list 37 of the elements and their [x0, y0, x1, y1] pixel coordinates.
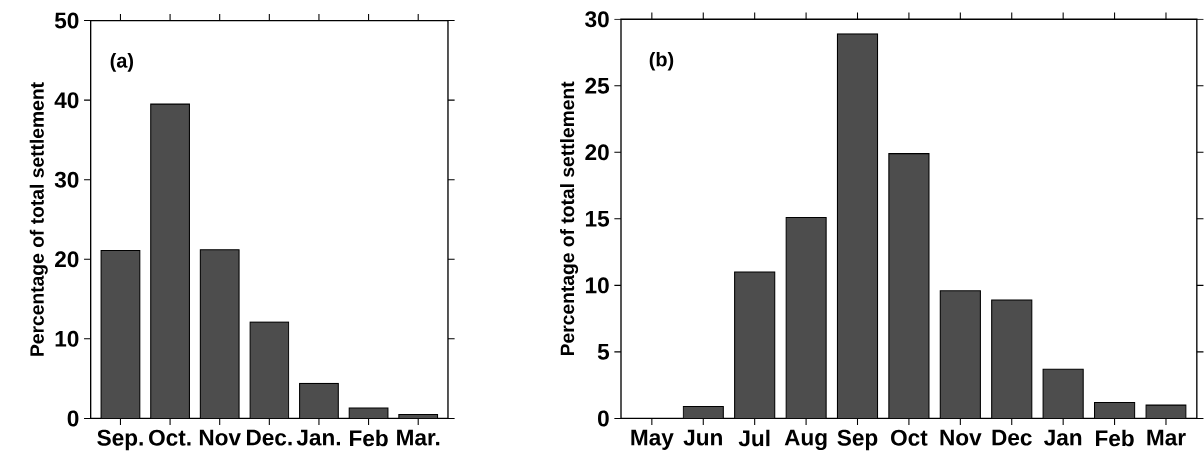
x-tick-label: Jan.	[296, 429, 340, 446]
x-tick-label: May	[631, 429, 674, 450]
y-tick-label: 20	[55, 251, 79, 268]
annotation: (a)	[110, 53, 134, 72]
y-tick-label: 0	[67, 410, 79, 427]
x-tick-label: Dec	[992, 429, 1032, 446]
y-tick-label: 15	[585, 210, 610, 227]
x-tick-label: Oct.	[149, 429, 191, 446]
x-tick-label: Jan	[1044, 429, 1082, 446]
x-tick-label: Nov	[940, 429, 982, 446]
y-axis-title: Percentage of total settlement	[29, 82, 48, 356]
y-tick-label: 10	[585, 277, 609, 294]
x-tick-label: Mar.	[397, 429, 440, 446]
x-tick-label: Feb	[1096, 429, 1134, 447]
annotation: (b)	[649, 51, 674, 71]
y-tick-label: 20	[585, 144, 609, 161]
x-tick-label: Mar	[1147, 429, 1186, 446]
y-tick-label: 10	[55, 330, 79, 347]
x-tick-label: Dec.	[247, 429, 292, 446]
bar	[682, 405, 724, 419]
y-tick-label: 30	[54, 171, 79, 188]
y-axis-title: Percentage of total settlement	[560, 81, 579, 355]
x-tick-label: Aug	[784, 429, 827, 450]
x-tick-label: Oct	[891, 429, 928, 446]
x-tick-label: Sep.	[97, 429, 143, 451]
x-tick-label: Sep	[837, 429, 878, 451]
y-tick-label: 30	[585, 11, 609, 28]
x-tick-label: Nov	[199, 429, 241, 446]
x-tick-label: Feb	[350, 429, 388, 447]
x-tick-label: Jun	[683, 429, 722, 446]
y-tick-label: 0	[598, 410, 609, 427]
y-tick-label: 5	[597, 343, 610, 360]
x-tick-label: Jul	[738, 429, 770, 447]
bar	[249, 321, 290, 419]
y-tick-label: 25	[585, 77, 610, 94]
y-tick-label: 40	[54, 92, 79, 109]
y-tick-label: 50	[54, 12, 79, 29]
